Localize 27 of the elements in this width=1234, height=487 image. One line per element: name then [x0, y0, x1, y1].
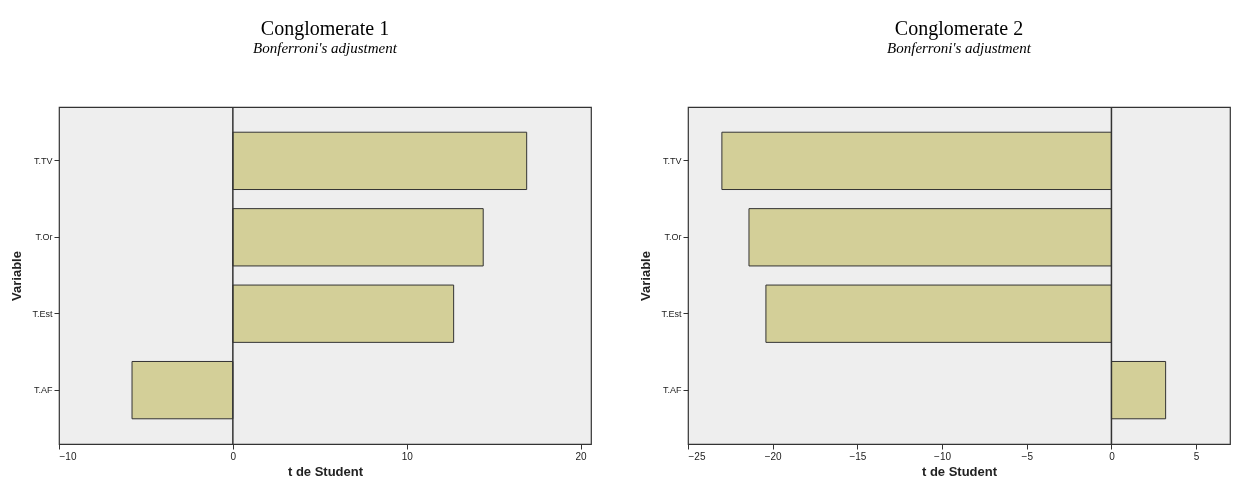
y-tick-label: T.Est	[661, 308, 682, 319]
y-axis-title: Variable	[9, 251, 25, 301]
x-tick-label: −5	[1021, 450, 1034, 462]
x-tick-label: −10	[59, 450, 77, 462]
y-tick-label: T.AF	[33, 385, 53, 396]
chart-subtitle: Bonferroni's adjustment	[253, 40, 398, 57]
x-tick-label: 0	[1109, 450, 1116, 462]
x-tick-label: 5	[1193, 450, 1200, 462]
x-tick-label: −25	[688, 450, 706, 462]
chart-title: Conglomerate 1	[260, 17, 390, 41]
x-tick-label: 0	[230, 450, 237, 462]
y-tick-label: T.Or	[664, 232, 682, 243]
y-tick-label: T.TV	[33, 155, 53, 166]
x-tick-label: −15	[849, 450, 867, 462]
y-tick-label: T.Or	[35, 232, 53, 243]
chart-subtitle: Bonferroni's adjustment	[887, 40, 1032, 57]
y-tick-label: T.AF	[662, 385, 682, 396]
x-tick-label: −20	[764, 450, 783, 462]
x-tick-label: 20	[575, 450, 588, 462]
y-tick-label: T.TV	[662, 155, 682, 166]
x-tick-label: −10	[934, 450, 952, 462]
x-axis-title: t de Student	[921, 463, 998, 479]
chart-title: Conglomerate 2	[894, 17, 1024, 41]
y-axis-title: Variable	[638, 251, 654, 301]
x-axis-title: t de Student	[287, 463, 364, 479]
x-tick-label: 10	[401, 450, 414, 462]
y-tick-label: T.Est	[32, 308, 53, 319]
